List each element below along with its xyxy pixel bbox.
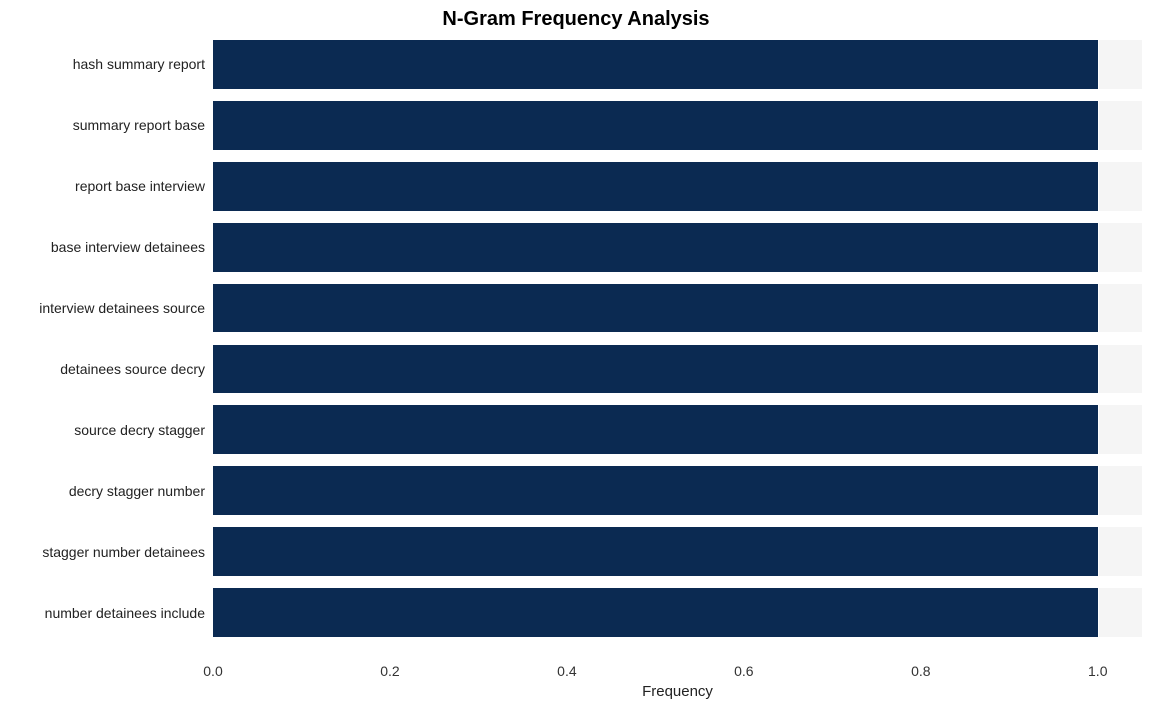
y-tick-label: decry stagger number xyxy=(69,483,205,499)
bar xyxy=(213,588,1098,637)
bar xyxy=(213,101,1098,150)
bar xyxy=(213,162,1098,211)
y-tick-label: report base interview xyxy=(75,178,205,194)
bar xyxy=(213,223,1098,272)
y-tick-label: detainees source decry xyxy=(60,361,205,377)
bar xyxy=(213,40,1098,89)
bar xyxy=(213,405,1098,454)
y-tick-label: summary report base xyxy=(73,117,205,133)
x-tick-label: 0.4 xyxy=(557,663,576,679)
x-axis-label: Frequency xyxy=(213,683,1142,700)
ngram-frequency-chart: N-Gram Frequency Analysis hash summary r… xyxy=(0,0,1152,701)
y-tick-label: base interview detainees xyxy=(51,239,205,255)
x-tick-label: 0.0 xyxy=(203,663,222,679)
bar xyxy=(213,345,1098,394)
bar xyxy=(213,527,1098,576)
x-tick-label: 0.2 xyxy=(380,663,399,679)
y-tick-label: hash summary report xyxy=(73,56,205,72)
y-tick-label: number detainees include xyxy=(45,605,205,621)
y-axis-labels: hash summary report summary report base re… xyxy=(0,34,213,643)
x-tick-label: 1.0 xyxy=(1088,663,1107,679)
bars xyxy=(213,34,1142,643)
x-tick-label: 0.6 xyxy=(734,663,753,679)
y-tick-label: stagger number detainees xyxy=(42,544,205,560)
bar xyxy=(213,284,1098,333)
y-tick-label: interview detainees source xyxy=(39,300,205,316)
plot-area xyxy=(213,34,1142,643)
y-tick-label: source decry stagger xyxy=(74,422,205,438)
chart-title: N-Gram Frequency Analysis xyxy=(0,8,1152,31)
bar xyxy=(213,466,1098,515)
x-tick-label: 0.8 xyxy=(911,663,930,679)
